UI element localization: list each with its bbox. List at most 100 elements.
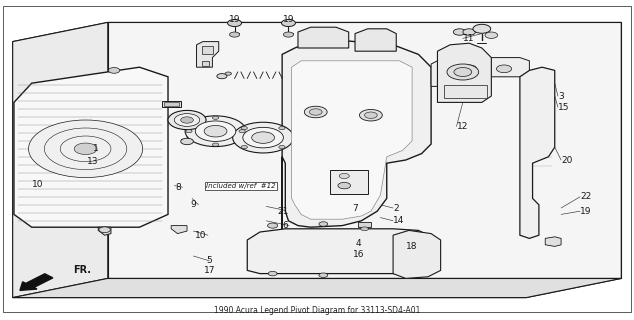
- Circle shape: [212, 116, 219, 119]
- Polygon shape: [98, 227, 111, 235]
- Text: 16: 16: [353, 250, 364, 259]
- Circle shape: [485, 32, 498, 38]
- Polygon shape: [298, 27, 349, 48]
- Text: 18: 18: [406, 242, 417, 251]
- Polygon shape: [14, 67, 168, 227]
- Circle shape: [225, 72, 231, 75]
- Circle shape: [217, 74, 227, 79]
- Bar: [202, 46, 213, 54]
- Text: 8: 8: [175, 183, 181, 192]
- Circle shape: [195, 121, 236, 141]
- Circle shape: [233, 122, 294, 153]
- Circle shape: [181, 138, 193, 145]
- Circle shape: [319, 222, 328, 226]
- Circle shape: [99, 227, 110, 233]
- Circle shape: [241, 146, 247, 149]
- Bar: [444, 85, 487, 98]
- Text: 13: 13: [87, 157, 98, 166]
- Circle shape: [279, 146, 285, 149]
- Circle shape: [279, 126, 285, 130]
- Circle shape: [268, 271, 277, 276]
- Polygon shape: [13, 22, 621, 298]
- Text: 11: 11: [463, 34, 474, 43]
- Text: 7: 7: [353, 204, 358, 212]
- Polygon shape: [13, 278, 621, 298]
- Text: FR.: FR.: [73, 265, 91, 276]
- Bar: [202, 61, 209, 66]
- Circle shape: [304, 106, 327, 118]
- Circle shape: [239, 130, 245, 133]
- Text: 4: 4: [356, 239, 361, 248]
- Circle shape: [319, 273, 328, 277]
- Circle shape: [230, 32, 240, 37]
- Circle shape: [365, 112, 377, 118]
- Circle shape: [168, 110, 206, 130]
- Circle shape: [181, 117, 193, 123]
- Circle shape: [339, 173, 349, 179]
- Polygon shape: [437, 43, 491, 102]
- Polygon shape: [197, 42, 219, 67]
- Circle shape: [268, 223, 278, 228]
- Text: 15: 15: [558, 103, 569, 112]
- Circle shape: [185, 116, 246, 147]
- Polygon shape: [13, 22, 108, 298]
- Circle shape: [447, 64, 479, 80]
- Text: 12: 12: [456, 122, 468, 131]
- Circle shape: [281, 20, 295, 27]
- Polygon shape: [355, 29, 396, 51]
- Circle shape: [212, 143, 219, 146]
- Text: 19: 19: [229, 15, 240, 24]
- Circle shape: [359, 109, 382, 121]
- Circle shape: [228, 20, 242, 27]
- Polygon shape: [171, 226, 187, 234]
- Circle shape: [174, 114, 200, 126]
- Polygon shape: [282, 40, 431, 264]
- Text: 17: 17: [204, 266, 215, 275]
- Circle shape: [454, 68, 472, 76]
- Circle shape: [243, 127, 283, 148]
- Polygon shape: [393, 230, 441, 278]
- Bar: [358, 222, 371, 227]
- Circle shape: [241, 126, 247, 130]
- Polygon shape: [545, 237, 561, 246]
- Text: Included w/ref  #12: Included w/ref #12: [206, 183, 276, 188]
- Circle shape: [283, 32, 294, 37]
- Text: 10: 10: [195, 231, 206, 240]
- Circle shape: [453, 29, 466, 35]
- Text: 9: 9: [191, 200, 197, 209]
- Polygon shape: [520, 67, 555, 238]
- Circle shape: [108, 68, 120, 73]
- Bar: [164, 102, 179, 106]
- Text: 1: 1: [93, 144, 98, 153]
- Circle shape: [29, 120, 143, 178]
- Text: 21: 21: [277, 207, 288, 216]
- Text: 3: 3: [558, 92, 564, 100]
- Text: 14: 14: [393, 216, 404, 225]
- Bar: [330, 170, 368, 194]
- Text: 19: 19: [580, 207, 592, 216]
- Text: 6: 6: [283, 221, 288, 230]
- Text: 5: 5: [206, 256, 212, 265]
- Bar: [162, 101, 181, 107]
- Polygon shape: [292, 61, 412, 219]
- Circle shape: [463, 29, 476, 35]
- Circle shape: [204, 125, 227, 137]
- Circle shape: [309, 109, 322, 115]
- Polygon shape: [247, 229, 431, 274]
- Circle shape: [462, 65, 477, 73]
- Circle shape: [74, 143, 97, 155]
- Text: 19: 19: [283, 15, 294, 24]
- Circle shape: [252, 132, 275, 143]
- Polygon shape: [431, 58, 529, 86]
- Circle shape: [338, 182, 351, 189]
- Circle shape: [496, 65, 512, 73]
- Text: 10: 10: [32, 180, 43, 188]
- Text: 1990 Acura Legend Pivot Diagram for 33113-SD4-A01: 1990 Acura Legend Pivot Diagram for 3311…: [214, 306, 420, 315]
- Text: 20: 20: [561, 156, 573, 164]
- Circle shape: [186, 130, 192, 133]
- Circle shape: [473, 24, 491, 33]
- Text: 22: 22: [580, 192, 592, 201]
- Circle shape: [361, 227, 368, 231]
- FancyArrow shape: [20, 274, 53, 291]
- Text: 2: 2: [393, 204, 399, 212]
